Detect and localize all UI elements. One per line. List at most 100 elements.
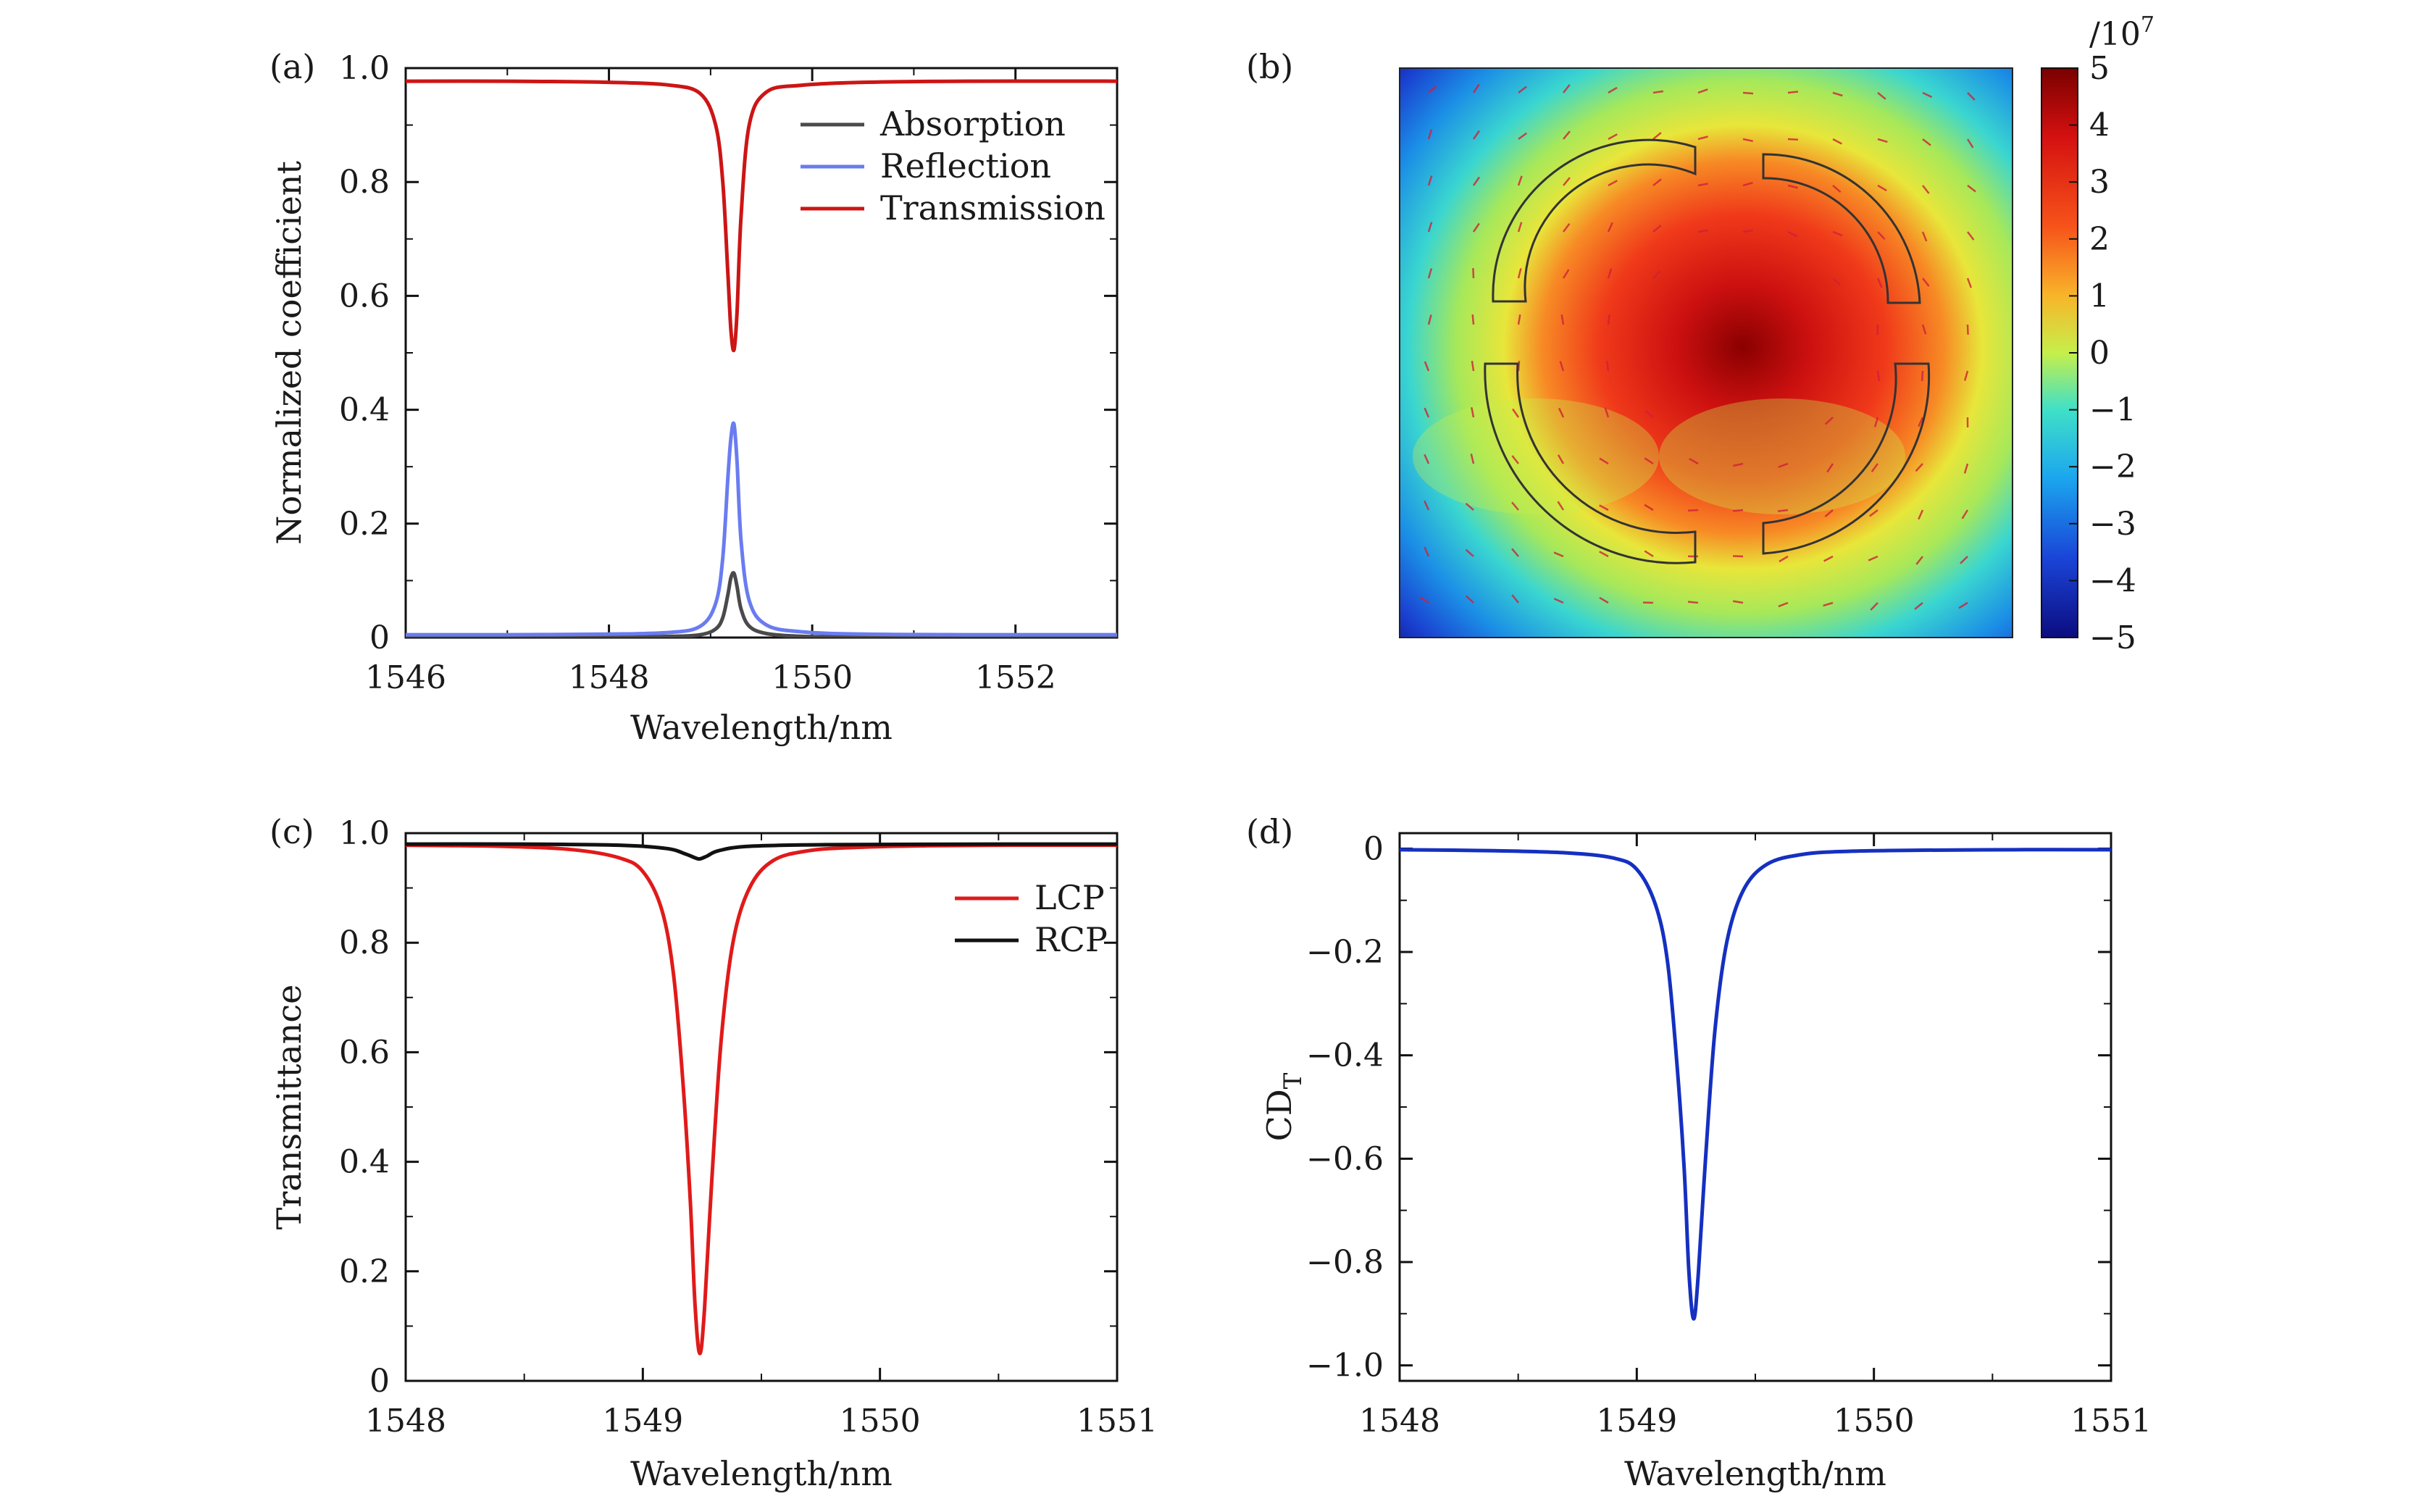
field-arrow xyxy=(1472,176,1481,186)
panel-a-frame xyxy=(404,67,1119,639)
field-arrow xyxy=(1732,600,1744,604)
colorbar-tick-label: 2 xyxy=(2089,221,2110,258)
panel-c: (c) 0 0.2 0.4 0.6 0.8 1.0 1548 1549 1550 1551 Wa… xyxy=(269,812,1158,1493)
field-map-frame xyxy=(1399,67,2013,638)
field-arrow xyxy=(1652,90,1664,94)
x-tick-label: 1549 xyxy=(602,1403,683,1440)
field-arrow xyxy=(1697,229,1709,233)
field-map xyxy=(1400,68,2013,638)
field-arrow xyxy=(1517,222,1523,233)
panel-d-frame xyxy=(1398,832,2112,1382)
field-arrow xyxy=(1787,91,1799,94)
x-tick-label: 1550 xyxy=(1834,1403,1915,1440)
x-tick-label: 1548 xyxy=(1359,1403,1440,1440)
field-arrow xyxy=(1608,180,1618,187)
field-arrow xyxy=(1472,130,1481,140)
panel-c-ticks xyxy=(404,832,1119,1382)
y-tick-label: −0.8 xyxy=(1306,1244,1384,1281)
field-arrow xyxy=(1877,92,1886,100)
field-map-lobe xyxy=(1413,398,1659,514)
field-arrow xyxy=(1644,409,1654,418)
field-arrow xyxy=(1511,455,1519,464)
field-arrow xyxy=(1644,504,1654,511)
field-arrows xyxy=(1419,83,1976,611)
field-arrow xyxy=(1742,138,1753,143)
panel-d-y-tick-labels: 0 −0.2 −0.4 −0.6 −0.8 −1.0 xyxy=(1306,830,1384,1384)
panel-a-x-tick-labels: 1546 1548 1550 1552 xyxy=(365,659,1056,696)
field-arrow xyxy=(1967,185,1976,193)
field-arrow xyxy=(1562,269,1570,279)
colorbar-tick-label: −1 xyxy=(2089,392,2136,429)
field-arrow xyxy=(1607,268,1613,279)
field-arrow xyxy=(1424,361,1430,372)
field-arrow xyxy=(1687,601,1699,604)
field-arrow xyxy=(1652,132,1662,140)
field-arrow xyxy=(1787,138,1799,141)
panel-c-y-tick-labels: 0 0.2 0.4 0.6 0.8 1.0 xyxy=(339,815,390,1400)
panel-a: (a) 0 0.2 0.4 0.6 0.8 1.0 1546 1548 1550 1552 Wa… xyxy=(269,47,1119,747)
field-arrow xyxy=(1511,594,1519,603)
colorbar-tick-label: −2 xyxy=(2089,448,2136,485)
y-tick-label: 0.8 xyxy=(339,924,390,961)
field-arrow xyxy=(1470,454,1475,464)
field-arrow xyxy=(1742,229,1754,233)
ring-segment-top-left xyxy=(1492,138,1697,303)
field-arrow xyxy=(1921,324,1927,335)
series-line-rcp xyxy=(406,842,1117,861)
ring-segment-top-right xyxy=(1762,153,1921,304)
field-arrow xyxy=(1607,314,1610,325)
field-arrow xyxy=(1424,546,1430,557)
legend-entry: Transmission xyxy=(880,188,1106,227)
panel-d-label: (d) xyxy=(1246,812,1293,851)
x-tick-label: 1550 xyxy=(840,1403,921,1440)
field-arrow xyxy=(1779,555,1789,563)
field-arrow xyxy=(1599,596,1609,604)
x-tick-label: 1550 xyxy=(772,659,853,696)
field-arrow xyxy=(1599,504,1609,511)
colorbar-tick-label: −4 xyxy=(2089,562,2136,599)
field-arrow xyxy=(1915,463,1923,472)
field-arrow xyxy=(1427,268,1433,279)
field-arrow xyxy=(1558,407,1565,418)
field-arrow xyxy=(1823,555,1834,562)
field-arrow xyxy=(1967,231,1975,241)
x-tick-label: 1549 xyxy=(1596,1403,1677,1440)
series-line-cd-t xyxy=(1400,848,2111,1321)
field-arrow xyxy=(1871,463,1879,473)
field-arrow xyxy=(1652,225,1662,233)
field-arrow xyxy=(1644,457,1654,465)
field-arrow xyxy=(1966,277,1973,288)
field-arrow xyxy=(1877,231,1886,241)
field-arrow xyxy=(1742,182,1753,187)
x-tick-label: 1548 xyxy=(569,659,650,696)
field-arrow xyxy=(1518,132,1528,141)
field-arrow xyxy=(1868,555,1878,561)
field-arrow xyxy=(1557,454,1565,464)
field-arrow xyxy=(1517,360,1521,372)
field-arrow xyxy=(1559,361,1565,372)
colorbar-tick-label: 3 xyxy=(2089,164,2110,201)
x-tick-label: 1552 xyxy=(975,659,1056,696)
colorbar-scale-label: /107 xyxy=(2089,12,2155,53)
field-arrow xyxy=(1922,185,1930,194)
field-arrow xyxy=(1472,83,1480,93)
field-arrow xyxy=(1553,598,1564,604)
field-arrow xyxy=(1553,551,1564,558)
panel-a-label: (a) xyxy=(269,47,315,86)
y-tick-label: 0.6 xyxy=(339,1034,390,1071)
field-arrow xyxy=(1604,407,1610,418)
field-arrow xyxy=(1517,314,1521,325)
y-tick-label: −0.2 xyxy=(1306,934,1384,971)
field-arrow xyxy=(1918,509,1924,520)
field-arrow xyxy=(1687,509,1699,512)
field-arrow xyxy=(1922,138,1931,146)
colorbar-tick-label: 0 xyxy=(2089,335,2110,372)
field-arrow xyxy=(1961,509,1969,519)
field-arrow xyxy=(1921,231,1928,242)
field-arrow xyxy=(1697,183,1708,187)
series-line-reflection xyxy=(406,421,1117,637)
y-tick-label: 0.4 xyxy=(339,392,390,429)
field-arrow xyxy=(1967,92,1976,101)
